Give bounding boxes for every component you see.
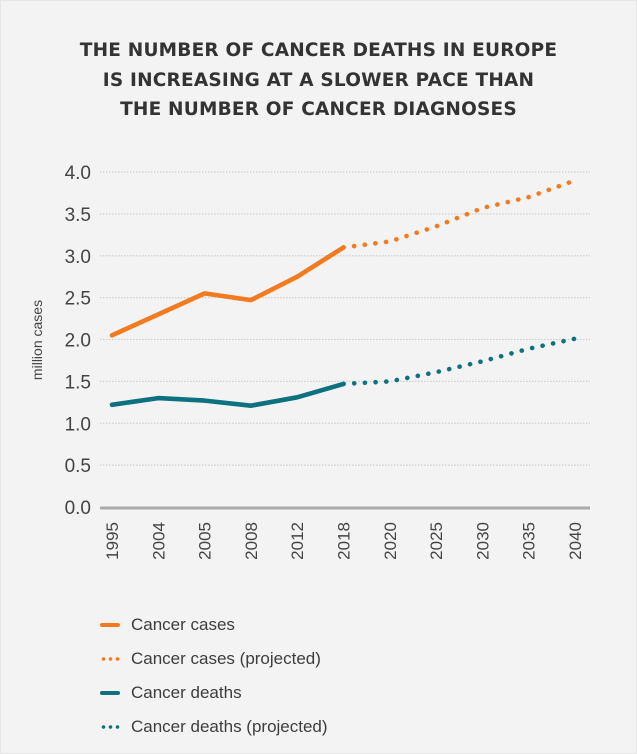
y-tick-label: 0.0 (65, 498, 91, 519)
chart-title-line: IS INCREASING AT A SLOWER PACE THAN (102, 69, 535, 91)
legend-label: Cancer cases (131, 615, 235, 634)
series-line-cancer-deaths (109, 381, 346, 408)
y-tick-label: 3.5 (65, 205, 91, 226)
legend: Cancer cases Cancer cases (projected) Ca… (100, 608, 328, 744)
x-tick-label: 1995 (103, 522, 122, 560)
chart-title-line: THE NUMBER OF CANCER DIAGNOSES (120, 99, 517, 120)
series-line-cancer-cases-projected (341, 178, 578, 250)
y-tick-label: 2.5 (65, 289, 91, 310)
x-tick-label: 2025 (427, 522, 446, 560)
y-tick-label: 3.0 (65, 247, 91, 268)
legend-swatch-cancer-cases (100, 623, 120, 627)
x-axis-ticks: 1995 2004 2005 2008 2012 2018 2020 2025 2030 2035… (103, 522, 585, 560)
x-tick-label: 2012 (288, 522, 307, 560)
y-tick-label: 1.5 (65, 372, 91, 393)
legend-swatch-cancer-cases-projected (100, 657, 120, 661)
series-line-cancer-cases (109, 245, 346, 338)
legend-item-cancer-deaths: Cancer deaths (100, 676, 328, 710)
legend-swatch-cancer-deaths-projected (100, 725, 120, 729)
legend-item-cancer-cases: Cancer cases (100, 608, 328, 642)
x-tick-label: 2018 (335, 522, 354, 560)
legend-label: Cancer deaths (projected) (131, 717, 328, 736)
x-tick-label: 2030 (473, 522, 492, 560)
y-tick-label: 0.5 (65, 456, 91, 477)
legend-label: Cancer cases (projected) (131, 649, 321, 668)
legend-swatch-cancer-deaths (100, 691, 120, 695)
y-tick-label: 4.0 (65, 163, 91, 184)
series-layer (109, 178, 578, 408)
x-tick-label: 2020 (381, 522, 400, 560)
chart-title-line: THE NUMBER OF CANCER DEATHS IN EUROPE (79, 40, 558, 61)
legend-item-cancer-cases-projected: Cancer cases (projected) (100, 642, 328, 676)
series-line-cancer-deaths-projected (341, 336, 578, 387)
x-tick-label: 2035 (520, 522, 539, 560)
y-axis-ticks: 0.0 0.5 1.0 1.5 2.0 2.5 3.0 3.5 4.0 (65, 163, 91, 519)
legend-item-cancer-deaths-projected: Cancer deaths (projected) (100, 710, 328, 744)
x-tick-label: 2004 (149, 522, 168, 560)
x-tick-label: 2008 (242, 522, 261, 560)
gridlines (100, 171, 590, 466)
y-tick-label: 1.0 (65, 414, 91, 435)
y-axis-label: million cases (29, 300, 45, 380)
y-tick-label: 2.0 (65, 331, 91, 352)
chart-title: THE NUMBER OF CANCER DEATHS IN EUROPE IS… (0, 36, 637, 125)
x-tick-label: 2040 (566, 522, 585, 560)
legend-label: Cancer deaths (131, 683, 242, 702)
x-tick-label: 2005 (196, 522, 215, 560)
